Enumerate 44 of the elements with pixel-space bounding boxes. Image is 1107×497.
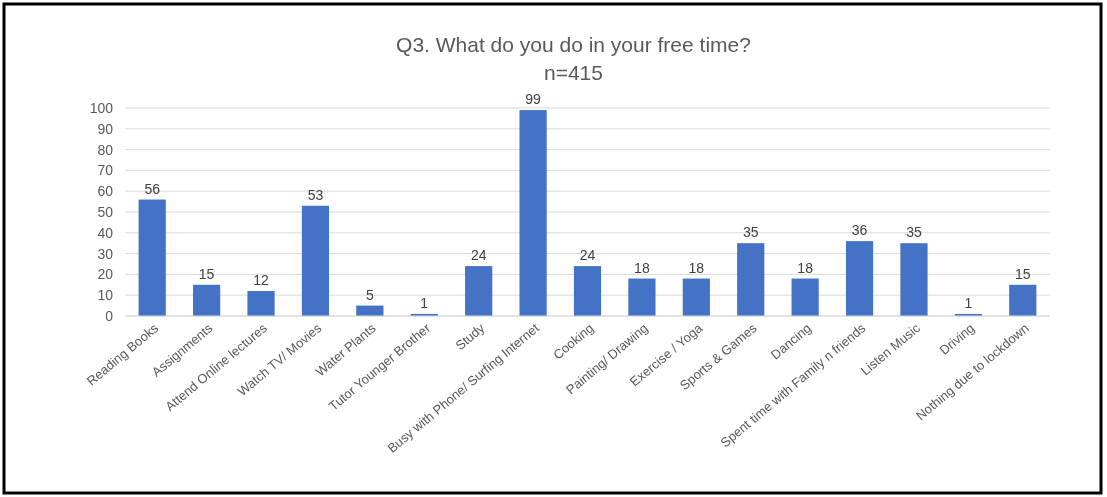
- data-label: 1: [964, 294, 973, 311]
- y-tick-label: 10: [97, 287, 114, 304]
- y-tick-label: 70: [97, 162, 114, 179]
- data-label: 18: [634, 259, 650, 276]
- data-label: 5: [365, 286, 374, 303]
- bar: [573, 266, 602, 316]
- data-label: 35: [742, 224, 759, 241]
- bar: [845, 241, 874, 316]
- chart-subtitle: n=415: [544, 61, 603, 84]
- data-label: 1: [420, 294, 429, 311]
- bar: [519, 110, 547, 316]
- bar: [737, 243, 765, 316]
- bar: [138, 199, 166, 316]
- bar: [1009, 284, 1037, 316]
- data-label: 15: [198, 265, 215, 282]
- y-tick-label: 90: [97, 120, 114, 137]
- y-tick-label: 20: [97, 266, 114, 283]
- y-tick-label: 50: [97, 203, 114, 220]
- data-label: 15: [1015, 265, 1031, 282]
- bar: [628, 278, 656, 316]
- y-tick-label: 80: [97, 141, 114, 158]
- y-tick-label: 100: [89, 99, 114, 116]
- y-tick-label: 0: [105, 307, 114, 324]
- bar: [465, 266, 493, 316]
- data-label: 35: [906, 224, 922, 241]
- data-label: 56: [144, 180, 161, 197]
- data-label: 24: [470, 247, 487, 264]
- y-tick-label: 30: [97, 245, 114, 262]
- y-tick-label: 60: [97, 183, 114, 200]
- data-label: 36: [851, 222, 868, 239]
- data-label: 99: [525, 91, 542, 108]
- bar: [791, 278, 819, 316]
- data-label: 53: [307, 186, 324, 203]
- bar: [900, 243, 928, 316]
- bar: [682, 278, 710, 316]
- data-label: 18: [688, 259, 705, 276]
- data-label: 18: [797, 259, 814, 276]
- y-tick-label: 40: [97, 224, 114, 241]
- bar: [193, 284, 221, 316]
- bar: [247, 291, 275, 316]
- data-label: 12: [253, 272, 270, 289]
- chart-title: Q3. What do you do in your free time?: [396, 33, 751, 56]
- bar: [301, 205, 330, 316]
- data-label: 24: [579, 247, 596, 264]
